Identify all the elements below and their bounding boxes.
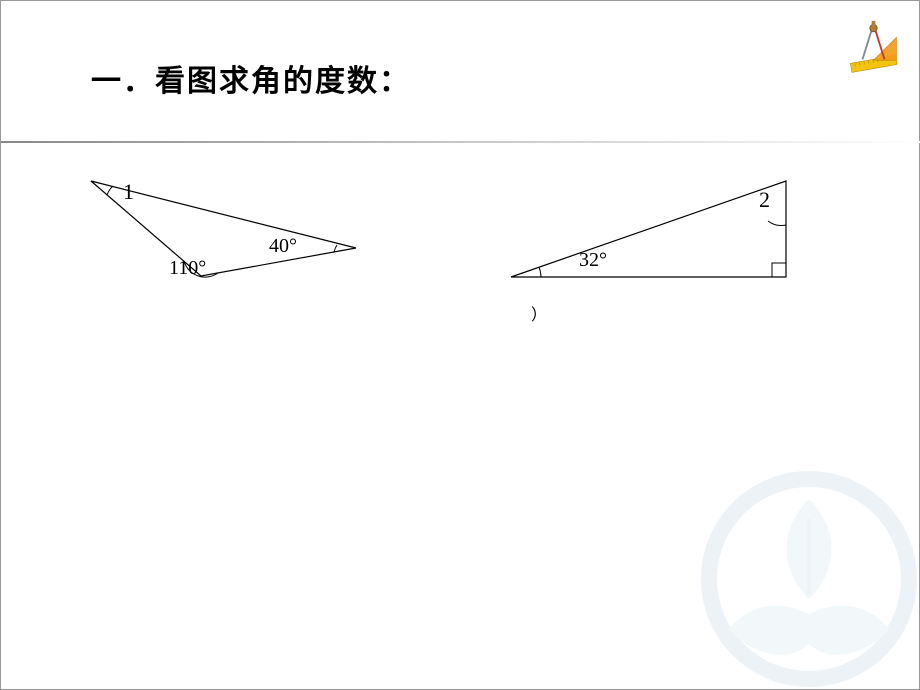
slide: 一．看图求角的度数：: [0, 0, 920, 690]
angle-1-label: 1: [123, 179, 134, 205]
angle-40-label: 40°: [269, 235, 297, 258]
angle-110-label: 110°: [169, 257, 206, 280]
diagram-canvas: [1, 1, 920, 690]
stray-paren: ）: [531, 301, 547, 325]
angle-32-label: 32°: [579, 249, 607, 272]
angle-2-label: 2: [759, 187, 770, 213]
triangle-2: [511, 181, 786, 277]
